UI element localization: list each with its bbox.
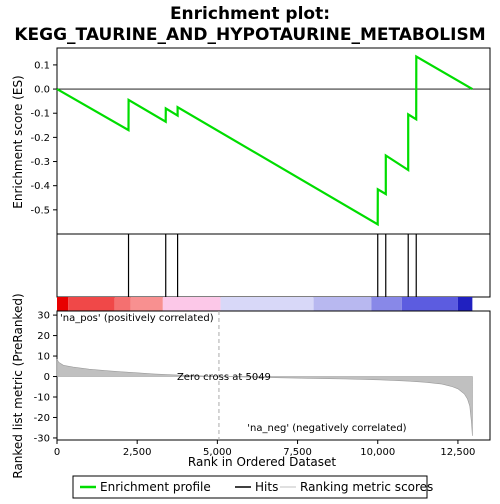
heat-bar-segment: [162, 297, 221, 311]
ranking-metric-panel: 30 20 10 0 -10 -20 -30 0 2,500 5,000 7,500 10,000 12…: [34, 310, 491, 458]
chart-title-line2: KEGG_TAURINE_AND_HYPOTAURINE_METABOLISM: [14, 25, 485, 45]
metric-y-axis-label: Ranked list metric (PreRanked): [11, 293, 25, 478]
es-y-tick-label: -0.5: [30, 205, 50, 216]
hits-panel: [56, 233, 491, 298]
heat-bar-segment: [68, 297, 115, 311]
x-tick-label: 0: [54, 447, 60, 458]
heat-bar-segment: [457, 297, 473, 311]
heat-bar-segment: [371, 297, 402, 311]
metric-y-tick-label: -30: [34, 433, 50, 444]
chart-title-line1: Enrichment plot:: [170, 4, 330, 24]
es-plot-frame: [56, 47, 491, 235]
enrichment-profile-line: [56, 54, 473, 227]
heat-bar-segment: [130, 297, 163, 311]
metric-y-tick-label: 10: [37, 352, 50, 363]
legend-label: Hits: [255, 480, 278, 494]
metric-y-tick-label: -20: [34, 413, 50, 424]
metric-y-tick-label: 0: [44, 372, 50, 383]
x-tick-label: 5,000: [203, 447, 232, 458]
metric-y-tick-label: -10: [34, 393, 50, 404]
legend-label: Ranking metric scores: [300, 480, 433, 494]
heat-bar-segment: [114, 297, 131, 311]
positive-correlation-label: 'na_pos' (positively correlated): [60, 313, 214, 324]
x-tick-label: 10,000: [360, 447, 395, 458]
heat-bar-segment: [313, 297, 372, 311]
heat-bar-segment: [57, 297, 69, 311]
negative-correlation-label: 'na_neg' (negatively correlated): [247, 423, 406, 434]
es-y-axis-label: Enrichment score (ES): [11, 75, 25, 208]
es-panel: 0.1 0.0 -0.1 -0.2 -0.3 -0.4 -0.5: [30, 47, 491, 235]
metric-y-tick-label: 20: [37, 331, 50, 342]
x-axis-label: Rank in Ordered Dataset: [188, 455, 336, 469]
x-tick-label: 2,500: [123, 447, 152, 458]
es-y-tick-label: 0.0: [34, 85, 50, 96]
legend: Enrichment profile Hits Ranking metric sco…: [72, 475, 433, 499]
zero-cross-label: Zero cross at 5049: [177, 372, 271, 383]
x-tick-label: 7,500: [283, 447, 312, 458]
es-y-tick-label: -0.4: [30, 181, 50, 192]
es-y-tick-label: 0.1: [34, 60, 50, 71]
legend-label: Enrichment profile: [100, 480, 211, 494]
heat-bar-segment: [220, 297, 314, 311]
heat-bar-segment: [401, 297, 458, 311]
hits-frame: [56, 233, 491, 298]
es-y-tick-label: -0.3: [30, 157, 50, 168]
ranking-metric-area: [56, 358, 473, 436]
es-y-tick-label: -0.1: [30, 109, 50, 120]
es-y-tick-label: -0.2: [30, 133, 50, 144]
x-tick-label: 12,500: [440, 447, 475, 458]
metric-y-tick-label: 30: [37, 311, 50, 322]
heat-bar-panel: [57, 297, 473, 311]
